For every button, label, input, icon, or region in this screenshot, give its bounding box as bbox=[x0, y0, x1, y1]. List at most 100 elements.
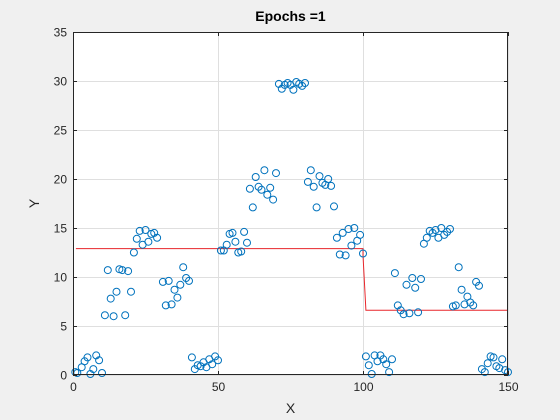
data-point bbox=[382, 360, 391, 369]
data-point bbox=[89, 365, 98, 374]
axes-box bbox=[73, 32, 508, 375]
data-point bbox=[417, 275, 425, 283]
data-point bbox=[350, 224, 359, 232]
data-point bbox=[460, 300, 469, 309]
data-point bbox=[124, 267, 133, 276]
data-point bbox=[428, 228, 437, 237]
data-point bbox=[118, 266, 127, 275]
data-point bbox=[356, 230, 365, 239]
fit-line bbox=[75, 248, 508, 311]
data-point bbox=[266, 183, 275, 192]
data-point bbox=[243, 238, 251, 247]
data-point bbox=[185, 276, 193, 285]
data-point bbox=[483, 359, 492, 368]
data-point bbox=[324, 175, 333, 183]
y-tick-label: 15 bbox=[54, 222, 68, 236]
data-point bbox=[112, 287, 121, 296]
data-point bbox=[359, 249, 367, 258]
data-point bbox=[431, 226, 440, 234]
data-point bbox=[222, 240, 231, 249]
data-point bbox=[248, 203, 257, 212]
data-point bbox=[170, 285, 179, 294]
data-point bbox=[83, 353, 92, 362]
data-point bbox=[161, 301, 170, 310]
data-point bbox=[240, 227, 249, 236]
data-point bbox=[344, 225, 353, 233]
data-point bbox=[187, 353, 196, 362]
data-point bbox=[399, 310, 408, 319]
data-point bbox=[411, 283, 420, 292]
data-point bbox=[489, 353, 498, 362]
x-tick-label: 0 bbox=[70, 380, 77, 394]
data-point bbox=[414, 308, 423, 317]
data-point bbox=[158, 277, 167, 286]
data-point bbox=[228, 228, 237, 237]
data-point bbox=[315, 172, 324, 181]
data-point bbox=[312, 203, 321, 212]
data-point bbox=[182, 274, 191, 282]
y-tick-label: 5 bbox=[60, 320, 67, 334]
data-point bbox=[341, 251, 350, 260]
y-tick-label: 0 bbox=[60, 369, 67, 383]
data-point bbox=[237, 247, 246, 256]
data-point bbox=[443, 227, 452, 236]
x-axis-title: X bbox=[286, 400, 296, 416]
x-tick-label: 50 bbox=[212, 380, 226, 394]
ticks: 0 50 100 150 0 5 10 15 20 25 30 35 bbox=[54, 26, 519, 395]
data-point bbox=[272, 169, 280, 178]
data-point bbox=[338, 228, 347, 237]
data-point bbox=[475, 281, 483, 290]
data-point bbox=[129, 248, 138, 257]
data-point bbox=[422, 233, 431, 242]
data-point bbox=[176, 280, 185, 289]
data-point bbox=[480, 368, 489, 377]
data-point bbox=[301, 79, 309, 87]
data-point bbox=[164, 276, 173, 285]
data-point bbox=[298, 81, 307, 90]
data-point bbox=[289, 85, 298, 94]
x-tick-label: 150 bbox=[498, 380, 518, 394]
data-point bbox=[303, 177, 312, 186]
data-point bbox=[306, 166, 315, 175]
y-tick-label: 25 bbox=[54, 124, 68, 138]
data-point bbox=[103, 266, 112, 275]
data-point bbox=[208, 360, 217, 369]
data-point bbox=[121, 311, 130, 320]
data-point bbox=[388, 355, 396, 364]
data-point bbox=[173, 293, 182, 302]
data-point bbox=[402, 280, 411, 289]
data-point bbox=[257, 185, 266, 194]
data-point bbox=[153, 233, 162, 242]
data-point bbox=[390, 269, 399, 278]
series-line-group bbox=[75, 248, 508, 311]
data-point bbox=[109, 312, 118, 321]
data-point bbox=[446, 225, 454, 233]
data-point bbox=[327, 181, 336, 190]
data-point bbox=[466, 298, 475, 307]
y-tick-label: 35 bbox=[54, 26, 68, 40]
data-point bbox=[263, 190, 272, 199]
data-point bbox=[127, 287, 135, 296]
data-point bbox=[457, 285, 466, 294]
data-point bbox=[100, 311, 109, 320]
data-point bbox=[269, 195, 278, 204]
data-point bbox=[95, 356, 104, 365]
data-point bbox=[498, 355, 507, 364]
data-point bbox=[332, 233, 341, 242]
data-point bbox=[179, 263, 188, 272]
y-tick-label: 30 bbox=[54, 75, 68, 89]
data-point bbox=[251, 173, 260, 181]
x-tick-label: 100 bbox=[353, 380, 373, 394]
data-point bbox=[135, 226, 144, 235]
data-point bbox=[260, 166, 269, 175]
data-point bbox=[361, 352, 370, 361]
data-point bbox=[364, 361, 373, 370]
data-point bbox=[106, 294, 115, 303]
data-point bbox=[231, 237, 240, 246]
data-point bbox=[469, 301, 478, 310]
data-point bbox=[347, 241, 356, 250]
y-tick-label: 10 bbox=[54, 271, 68, 285]
data-point bbox=[437, 224, 446, 232]
data-point bbox=[132, 234, 141, 243]
